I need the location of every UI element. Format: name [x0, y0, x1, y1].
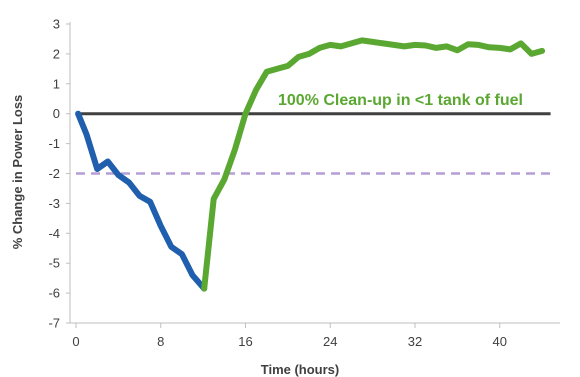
x-tick-label: 0	[72, 334, 79, 349]
y-tick-label: -1	[48, 136, 60, 151]
axes	[69, 22, 560, 324]
x-tick-label: 16	[238, 334, 252, 349]
y-axis-title: % Change in Power Loss	[10, 95, 25, 250]
y-tick-label: -4	[48, 226, 60, 241]
x-tick-label: 32	[408, 334, 422, 349]
x-axis-title: Time (hours)	[261, 362, 340, 377]
x-tick-label: 8	[157, 334, 164, 349]
decline-series-line	[75, 110, 208, 292]
y-tick-label: 2	[53, 46, 60, 61]
y-tick-label: -7	[48, 316, 60, 331]
x-tick-label: 40	[493, 334, 507, 349]
series-lines	[75, 37, 546, 292]
y-tick-label: -2	[48, 166, 60, 181]
y-tick-label: -3	[48, 196, 60, 211]
x-tick-group: 0 8 16 24 32 40	[72, 323, 507, 349]
y-tick-label: -5	[48, 256, 60, 271]
y-tick-label: 0	[53, 106, 60, 121]
y-tick-label: 1	[53, 76, 60, 91]
y-tick-group: 3 2 1 0 -1 -2 -3 -4 -5 -6 -7	[48, 17, 70, 331]
y-tick-label: -6	[48, 286, 60, 301]
annotation-label: 100% Clean-up in <1 tank of fuel	[278, 92, 523, 109]
reference-lines	[76, 112, 551, 175]
recovery-series-line	[201, 37, 546, 292]
x-tick-label: 24	[323, 334, 337, 349]
y-tick-label: 3	[53, 17, 60, 32]
